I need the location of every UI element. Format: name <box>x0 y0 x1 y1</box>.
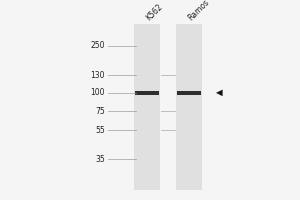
Bar <box>134 24 160 190</box>
Bar <box>135 91 159 95</box>
Text: 100: 100 <box>91 88 105 97</box>
Text: 55: 55 <box>95 126 105 135</box>
Bar <box>177 91 201 95</box>
Text: K562: K562 <box>144 2 164 22</box>
Text: 130: 130 <box>91 71 105 80</box>
Text: 250: 250 <box>91 41 105 50</box>
Text: Ramos: Ramos <box>186 0 211 22</box>
Bar <box>176 24 202 190</box>
Text: 35: 35 <box>95 155 105 164</box>
Text: 75: 75 <box>95 107 105 116</box>
Polygon shape <box>216 90 223 96</box>
